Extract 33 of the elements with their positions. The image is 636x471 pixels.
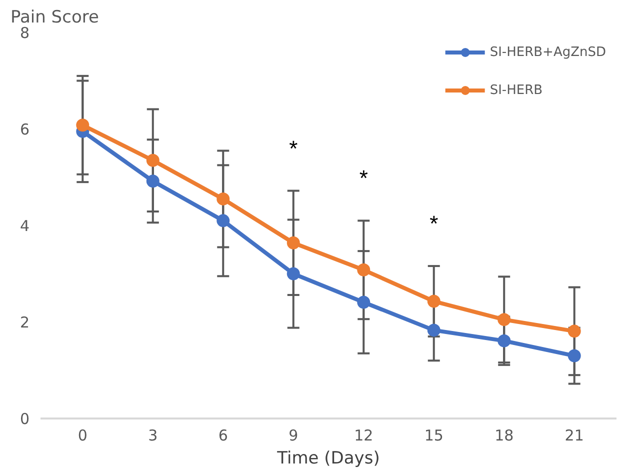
point [76,118,90,132]
point [498,334,511,348]
point [146,154,160,167]
x-tick-label: 18 [494,426,514,444]
x-tick-label: 21 [564,426,584,444]
annotation: * [430,211,439,236]
x-tick-label: 0 [78,426,88,444]
point [498,313,511,326]
annotation: * [289,136,298,161]
legend-label: SI-HERB+AgZnSD [490,44,606,60]
x-tick-label: 6 [218,426,228,444]
point [286,267,300,280]
annotation: * [359,166,368,191]
point [357,296,370,309]
point [146,174,160,188]
y-tick-label: 4 [20,217,30,235]
x-tick-label: 12 [354,426,374,444]
y-tick-label: 0 [20,410,30,428]
point [427,324,440,337]
point [286,236,300,250]
x-tick-label: 15 [424,426,444,444]
point [568,324,581,338]
x-axis-title: Time (Days) [276,448,380,468]
legend-label: SI-HERB [490,82,543,98]
point [427,294,440,308]
point [216,214,230,228]
x-tick-label: 9 [288,426,298,444]
y-tick-label: 6 [20,120,30,138]
point [357,263,370,276]
x-tick-label: 3 [148,426,158,444]
point [568,349,581,362]
point [216,192,230,206]
y-tick-label: 2 [20,314,30,332]
